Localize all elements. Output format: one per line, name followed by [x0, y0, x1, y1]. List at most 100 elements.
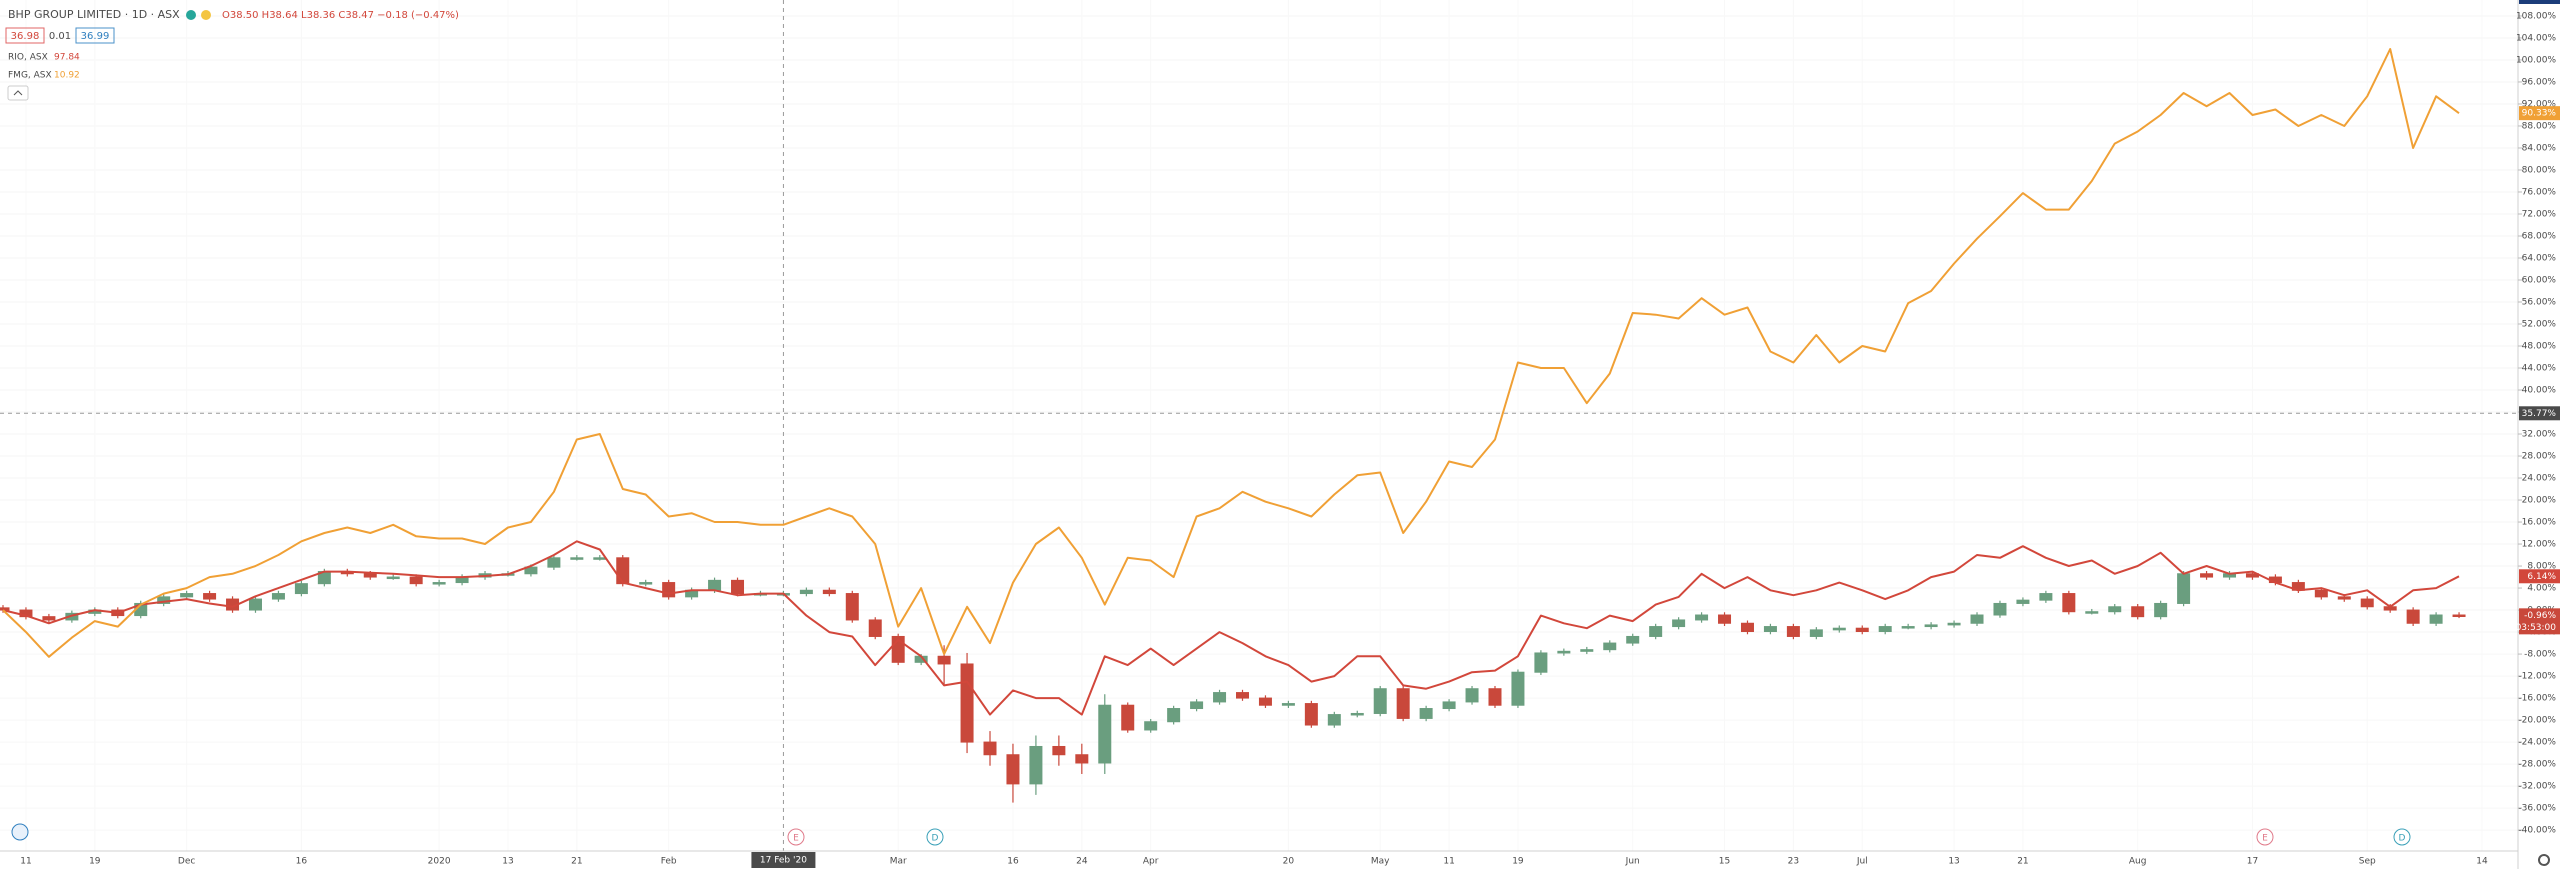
candle-body [1006, 754, 1020, 785]
y-tick-label: 8.00% [2527, 562, 2556, 572]
spread: 0.01 [49, 31, 71, 42]
y-tick-label: 72.00% [2522, 209, 2557, 219]
candle-body [2360, 598, 2374, 608]
y-tick-label: 88.00% [2522, 121, 2557, 131]
candle-body [1190, 701, 1204, 710]
x-tick-label: 21 [2017, 857, 2028, 867]
x-tick-label: 17 [2247, 857, 2258, 867]
candle-body [1557, 650, 1571, 654]
event-marker[interactable] [2393, 828, 2411, 846]
candle-body [1993, 602, 2007, 616]
candle-body [2108, 606, 2122, 613]
status-dot[interactable] [186, 10, 196, 20]
y-tick-label: 28.00% [2522, 452, 2557, 462]
candle-body [731, 579, 745, 595]
settings-icon[interactable] [2538, 854, 2550, 866]
y-tick-label: 12.00% [2522, 540, 2557, 550]
candle-body [1258, 697, 1272, 706]
x-tick-label: Jul [1856, 857, 1868, 867]
collapse-button[interactable] [7, 85, 29, 101]
last-value-label: 90.33% [2522, 109, 2557, 119]
y-tick-label: 108.00% [2516, 11, 2556, 21]
y-tick-label: 84.00% [2522, 143, 2557, 153]
event-marker[interactable] [787, 828, 805, 846]
series-line [2, 540, 2460, 716]
candle-body [409, 576, 423, 585]
candle-body [2314, 589, 2328, 598]
candle-body [271, 593, 285, 600]
candle-body [1075, 754, 1089, 764]
bid: 36.98 [11, 31, 40, 42]
candle-body [524, 566, 538, 575]
x-tick-label: Mar [890, 857, 907, 867]
axes: -40.00% -36.00% -32.00% -28.00% -24.00% -20.0… [20, 11, 2560, 868]
y-tick-label: 100.00% [2516, 55, 2556, 65]
candle-body [822, 589, 836, 595]
candle-body [1718, 614, 1732, 624]
y-tick-label: 32.00% [2522, 430, 2557, 440]
y-tick-label: 20.00% [2522, 496, 2557, 506]
candle-body [1350, 712, 1364, 716]
y-tick-label: 80.00% [2522, 165, 2557, 175]
logo[interactable] [11, 823, 29, 841]
candle-body [547, 557, 561, 568]
y-tick-label: 76.00% [2522, 187, 2557, 197]
y-tick-label: -32.00% [2518, 782, 2556, 792]
x-tick-label: 11 [1443, 857, 1454, 867]
scale-corner[interactable] [2519, 0, 2560, 4]
x-tick-label: 19 [89, 857, 101, 867]
y-tick-label: -20.00% [2518, 716, 2556, 726]
x-tick-label: 19 [1512, 857, 1524, 867]
candle-body [960, 663, 974, 743]
candle-body [203, 593, 217, 600]
candle-body [1511, 671, 1525, 706]
y-tick-label: 92.00% [2522, 99, 2557, 109]
candle-body [2131, 606, 2145, 618]
settings[interactable] [2538, 854, 2550, 866]
candle-body [1488, 688, 1502, 706]
candle-body [616, 557, 630, 585]
status-dot[interactable] [201, 10, 211, 20]
crosshair-x-box [751, 852, 816, 868]
legend-name: RIO, ASX [8, 53, 48, 63]
event-label: D [932, 834, 939, 844]
x-tick-label: May [1371, 857, 1390, 867]
candle-body [0, 607, 10, 611]
candle-body [2085, 611, 2099, 614]
y-tick-label: 68.00% [2522, 231, 2557, 241]
event-marker[interactable] [2256, 828, 2274, 846]
candle-body [1442, 701, 1456, 710]
event-label: E [2262, 834, 2268, 844]
candle-body [1740, 622, 1754, 633]
candle-body [180, 593, 194, 598]
candle-body [845, 593, 859, 621]
legend-name: FMG, ASX [8, 71, 52, 81]
candle-body [593, 557, 607, 560]
y-tick-label: -8.00% [2524, 650, 2556, 660]
x-tick-label: Apr [1143, 857, 1159, 867]
candle-body [1327, 714, 1341, 726]
candle-body [1580, 649, 1594, 652]
candle-body [799, 589, 813, 595]
ask-box[interactable] [75, 27, 115, 44]
x-tick-label: Dec [178, 857, 195, 867]
candle-body [2177, 573, 2191, 604]
plot [0, 0, 2518, 851]
candle-body [1809, 629, 1823, 637]
candle-body [1465, 688, 1479, 703]
x-tick-label: 11 [20, 857, 31, 867]
event-marker[interactable] [926, 828, 944, 846]
candle-body [1947, 622, 1961, 626]
y-tick-label: -24.00% [2518, 738, 2556, 748]
candle-body [708, 579, 722, 591]
x-tick-label: 14 [2476, 857, 2488, 867]
y-tick-label: 40.00% [2522, 386, 2557, 396]
bid-box[interactable] [5, 27, 45, 44]
event-label: D [2399, 834, 2406, 844]
y-tick-label: 96.00% [2522, 77, 2557, 87]
candle-body [1419, 708, 1433, 719]
y-tick-label: 104.00% [2516, 33, 2556, 43]
candle-body [363, 573, 377, 578]
